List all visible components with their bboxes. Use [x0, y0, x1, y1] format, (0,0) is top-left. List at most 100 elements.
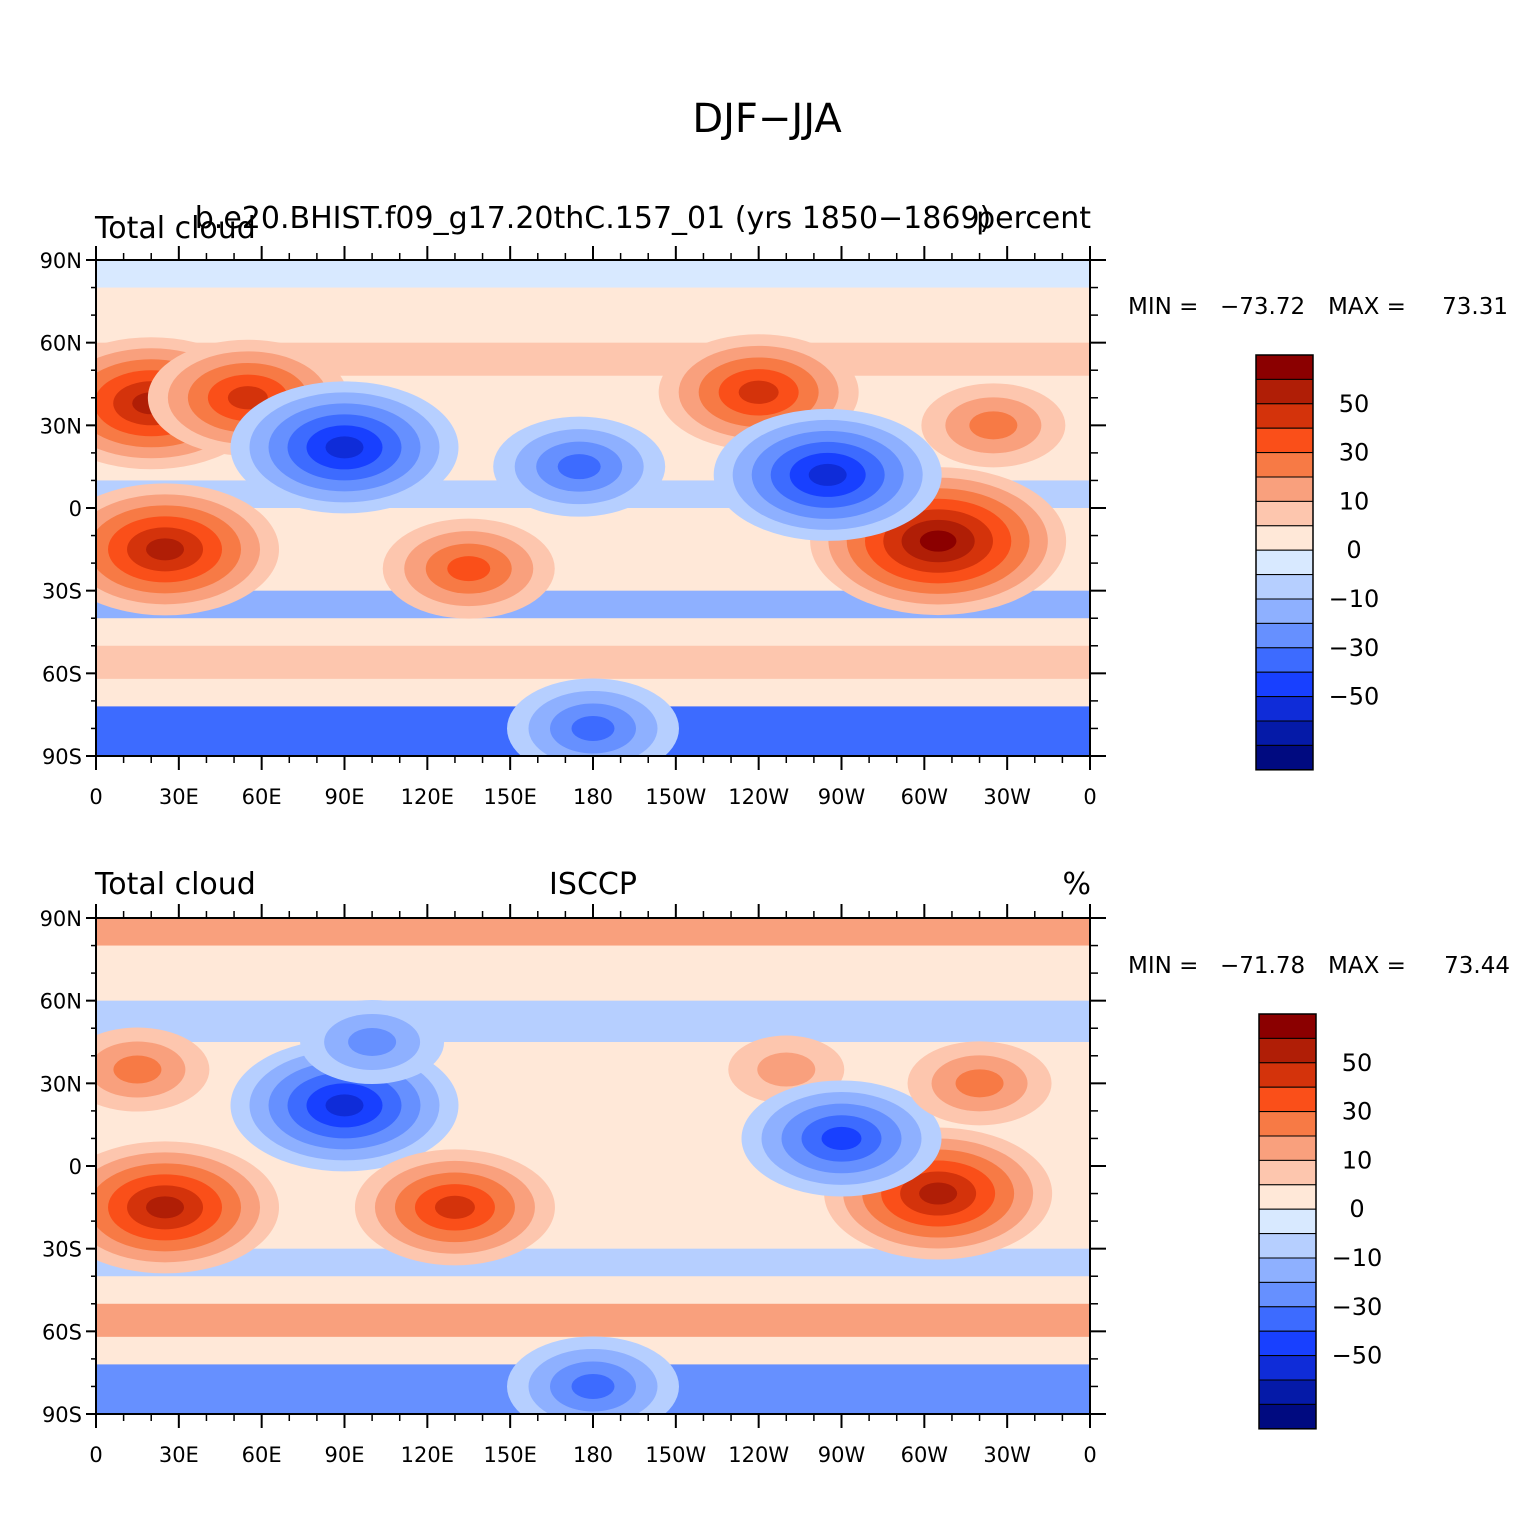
- lon-label: 30W: [983, 785, 1031, 809]
- lon-label: 150W: [645, 785, 706, 809]
- lon-label: 150W: [645, 1443, 706, 1467]
- field-contour-10-4: [571, 715, 615, 741]
- lon-label: 30E: [159, 1443, 199, 1467]
- colorbar-obs: 50 30 10 0 −10 −30 −50: [1258, 1013, 1383, 1430]
- lat-label: 30S: [42, 1238, 82, 1262]
- colorbar-box: [1255, 354, 1314, 380]
- field-contour-1-6: [325, 1094, 364, 1117]
- lon-label: 60W: [901, 1443, 949, 1467]
- colorbar-box: [1255, 622, 1314, 649]
- lon-label: 0: [89, 785, 102, 809]
- lon-label: 150E: [483, 1443, 536, 1467]
- field-contour-2-3: [348, 1028, 397, 1056]
- colorbar-tick-label: −10: [1329, 585, 1380, 613]
- map-model: [96, 260, 1090, 756]
- zonal-band: [96, 918, 1090, 946]
- colorbar-box: [1258, 1281, 1317, 1308]
- colorbar-tick-label: −30: [1329, 634, 1380, 662]
- lon-label: 0: [1083, 785, 1096, 809]
- lon-label: 180: [573, 785, 613, 809]
- colorbar-box: [1255, 598, 1314, 624]
- colorbar-box: [1258, 1355, 1317, 1381]
- lon-label: 150E: [483, 785, 536, 809]
- panel-obs-max-label: MAX =: [1328, 953, 1406, 979]
- colorbar-tick-label: 10: [1342, 1146, 1373, 1174]
- lat-label: 30S: [42, 580, 82, 604]
- colorbar-box: [1255, 525, 1314, 551]
- colorbar-tick-label: −50: [1332, 1342, 1383, 1370]
- colorbar-box: [1258, 1184, 1317, 1210]
- colorbar-box: [1258, 1086, 1317, 1113]
- colorbar-box: [1255, 696, 1314, 722]
- colorbar-model: 50 30 10 0 −10 −30 −50: [1255, 354, 1380, 771]
- lon-label: 30W: [983, 1443, 1031, 1467]
- lon-label: 120E: [401, 785, 454, 809]
- colorbar-box: [1258, 1111, 1317, 1137]
- panel-model-max-label: MAX =: [1328, 294, 1406, 320]
- lon-label: 60E: [242, 1443, 282, 1467]
- colorbar-tick-label: 50: [1339, 390, 1370, 418]
- field-contour-8-3: [955, 1069, 1004, 1098]
- colorbar-box: [1255, 549, 1314, 576]
- colorbar-tick-label: −30: [1332, 1293, 1383, 1321]
- field-contour-7-5: [821, 1126, 862, 1151]
- field-contour-2-6: [325, 436, 364, 459]
- lon-label: 60E: [242, 785, 282, 809]
- lat-label: 0: [69, 497, 82, 521]
- map-model-axes: 90N 60N 30N 0 30S 60S 90S 0 30E 60E 90E 120E 150E 180…: [40, 246, 1106, 809]
- panel-obs-min-value: −71.78: [1220, 953, 1305, 979]
- colorbar-box: [1258, 1306, 1317, 1332]
- field-contour-1-5: [227, 386, 268, 410]
- colorbar-box: [1255, 378, 1314, 405]
- field-contour-6-5: [738, 380, 779, 404]
- figure-title: DJF−JJA: [692, 96, 842, 142]
- colorbar-box: [1255, 671, 1314, 698]
- colorbar-box: [1255, 744, 1314, 771]
- colorbar-box: [1255, 476, 1314, 502]
- field-contour-3-6: [146, 1196, 185, 1219]
- colorbar-tick-label: 50: [1342, 1049, 1373, 1077]
- panel-model-case-label: b.e20.BHIST.f09_g17.20thC.157_01 (yrs 18…: [195, 201, 991, 236]
- lat-label: 0: [69, 1155, 82, 1179]
- zonal-band: [96, 645, 1090, 679]
- field-contour-7-6: [808, 463, 847, 486]
- map-obs-axes: 90N 60N 30N 0 30S 60S 90S 0 30E 60E 90E 120E 150E 180…: [40, 904, 1106, 1467]
- colorbar-box: [1255, 452, 1314, 478]
- colorbar-box: [1258, 1013, 1317, 1039]
- colorbar-box: [1258, 1257, 1317, 1283]
- lat-label: 60S: [42, 662, 82, 686]
- lon-label: 180: [573, 1443, 613, 1467]
- lon-label: 0: [1083, 1443, 1096, 1467]
- lon-label: 0: [89, 1443, 102, 1467]
- lon-label: 120W: [728, 785, 789, 809]
- panel-obs-source-label: ISCCP: [549, 867, 637, 902]
- colorbar-box: [1258, 1330, 1317, 1357]
- colorbar-box: [1258, 1379, 1317, 1405]
- field-contour-9-4: [571, 1373, 615, 1399]
- colorbar-frame: [1258, 1013, 1317, 1430]
- lat-label: 60N: [40, 990, 82, 1014]
- lon-label: 120E: [401, 1443, 454, 1467]
- colorbar-box: [1258, 1233, 1317, 1259]
- colorbar-tick-label: −50: [1329, 683, 1380, 711]
- colorbar-box: [1258, 1037, 1317, 1064]
- panel-model-units: percent: [976, 201, 1091, 236]
- field-contour-4-4: [447, 556, 491, 582]
- colorbar-tick-label: 30: [1339, 439, 1370, 467]
- panel-obs-left-label: Total cloud: [94, 867, 256, 902]
- colorbar-box: [1258, 1159, 1317, 1186]
- zonal-band: [96, 1303, 1090, 1337]
- lat-label: 90S: [42, 1403, 82, 1427]
- colorbar-tick-label: 0: [1346, 536, 1361, 564]
- zonal-band: [96, 1000, 1090, 1042]
- panel-model-max-value: 73.31: [1442, 294, 1508, 320]
- field-contour-5-7: [919, 530, 957, 552]
- panel-model: Total cloud b.e20.BHIST.f09_g17.20thC.15…: [40, 201, 1508, 809]
- panel-model-min-label: MIN =: [1128, 294, 1198, 320]
- colorbar-tick-label: 0: [1349, 1195, 1364, 1223]
- field-contour-4-5: [434, 1195, 475, 1219]
- lat-label: 30N: [40, 1072, 82, 1096]
- colorbar-tick-label: 30: [1342, 1098, 1373, 1126]
- lat-label: 60S: [42, 1320, 82, 1344]
